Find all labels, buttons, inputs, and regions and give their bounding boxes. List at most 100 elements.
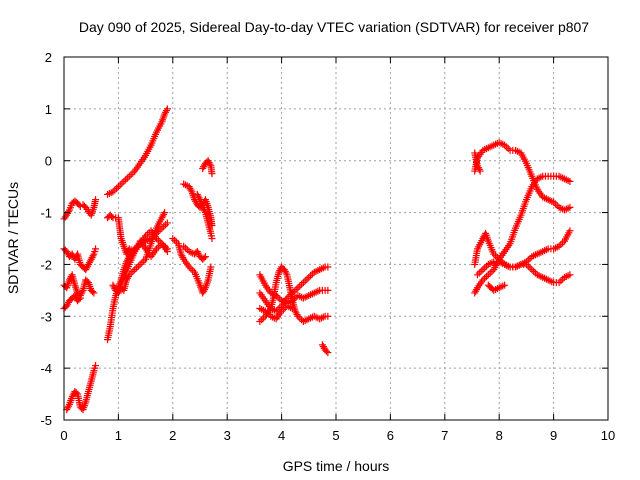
- data-point: [136, 260, 144, 268]
- data-point: [138, 259, 146, 267]
- data-point: [134, 262, 142, 270]
- data-track: [104, 105, 171, 198]
- data-point: [484, 271, 492, 279]
- y-tick-label: -1: [40, 206, 52, 221]
- data-point: [564, 204, 572, 212]
- data-point: [319, 343, 327, 351]
- y-axis-label: SDTVAR / TECUs: [5, 182, 21, 294]
- data-point: [298, 280, 306, 288]
- data-point: [200, 163, 208, 171]
- data-track: [256, 263, 332, 325]
- data-point: [113, 184, 121, 192]
- data-point: [114, 183, 122, 191]
- x-tick-label: 1: [115, 428, 122, 443]
- data-point: [566, 227, 574, 235]
- data-point: [65, 402, 73, 410]
- data-point: [256, 317, 264, 325]
- data-point: [477, 267, 485, 275]
- data-point: [312, 313, 320, 321]
- data-point: [299, 279, 307, 287]
- data-point: [92, 245, 100, 253]
- data-point: [324, 263, 332, 271]
- x-tick-label: 0: [60, 428, 67, 443]
- data-point: [486, 269, 494, 277]
- data-point: [322, 347, 330, 355]
- data-point: [179, 254, 187, 262]
- data-point: [122, 176, 130, 184]
- y-tick-label: -2: [40, 257, 52, 272]
- data-point: [473, 271, 481, 279]
- data-point: [479, 266, 487, 274]
- data-point: [537, 173, 545, 181]
- data-point: [557, 277, 565, 285]
- data-point: [195, 194, 203, 202]
- data-point: [160, 210, 168, 218]
- data-track: [471, 172, 574, 297]
- data-point: [497, 139, 505, 147]
- data-track: [63, 362, 100, 414]
- data-point: [133, 264, 141, 272]
- data-point: [530, 267, 538, 275]
- data-point: [120, 177, 128, 185]
- data-point: [513, 147, 521, 155]
- data-track: [114, 237, 171, 294]
- x-tick-label: 4: [278, 428, 285, 443]
- data-track: [199, 157, 216, 178]
- data-point: [566, 271, 574, 279]
- data-point: [472, 287, 480, 295]
- data-track: [318, 341, 332, 357]
- data-point: [169, 235, 177, 242]
- data-point: [65, 208, 73, 216]
- data-point: [123, 174, 131, 182]
- data-track: [104, 219, 171, 344]
- data-point: [305, 273, 313, 281]
- data-point: [187, 186, 195, 194]
- data-point: [307, 272, 315, 280]
- data-point: [187, 265, 195, 273]
- y-tick-label: -3: [40, 309, 52, 324]
- data-point: [163, 245, 171, 253]
- data-point: [181, 181, 189, 189]
- data-track: [60, 245, 100, 274]
- data-track: [180, 180, 216, 230]
- data-point: [105, 190, 113, 198]
- data-point: [566, 203, 574, 211]
- data-point: [319, 313, 327, 321]
- y-tick-label: -5: [40, 413, 52, 428]
- data-point: [296, 282, 304, 290]
- data-track: [484, 281, 509, 294]
- data-point: [201, 253, 209, 261]
- data-point: [161, 209, 169, 217]
- data-point: [154, 236, 162, 244]
- data-point: [131, 266, 139, 274]
- data-point: [303, 275, 311, 283]
- y-tick-label: 1: [45, 102, 52, 117]
- data-point: [208, 235, 216, 242]
- data-point: [551, 244, 559, 252]
- data-point: [564, 272, 572, 280]
- data-point: [473, 285, 481, 293]
- data-point: [475, 269, 483, 277]
- data-point: [258, 316, 266, 324]
- data-point: [129, 169, 137, 177]
- data-point: [108, 212, 116, 220]
- data-track: [193, 190, 216, 242]
- x-tick-label: 10: [601, 428, 615, 443]
- data-point: [127, 171, 135, 179]
- data-track: [256, 302, 296, 323]
- data-point: [200, 254, 208, 262]
- data-point: [475, 165, 483, 173]
- data-point: [171, 236, 179, 244]
- data-point: [78, 288, 86, 296]
- data-point: [258, 305, 266, 313]
- x-tick-label: 7: [441, 428, 448, 443]
- data-track: [471, 227, 574, 271]
- data-point: [526, 264, 534, 272]
- x-tick-label: 8: [496, 428, 503, 443]
- data-point: [282, 269, 290, 277]
- data-point: [562, 205, 570, 213]
- data-point: [208, 170, 216, 178]
- data-point: [125, 172, 133, 180]
- data-point: [162, 107, 170, 115]
- data-point: [154, 243, 162, 251]
